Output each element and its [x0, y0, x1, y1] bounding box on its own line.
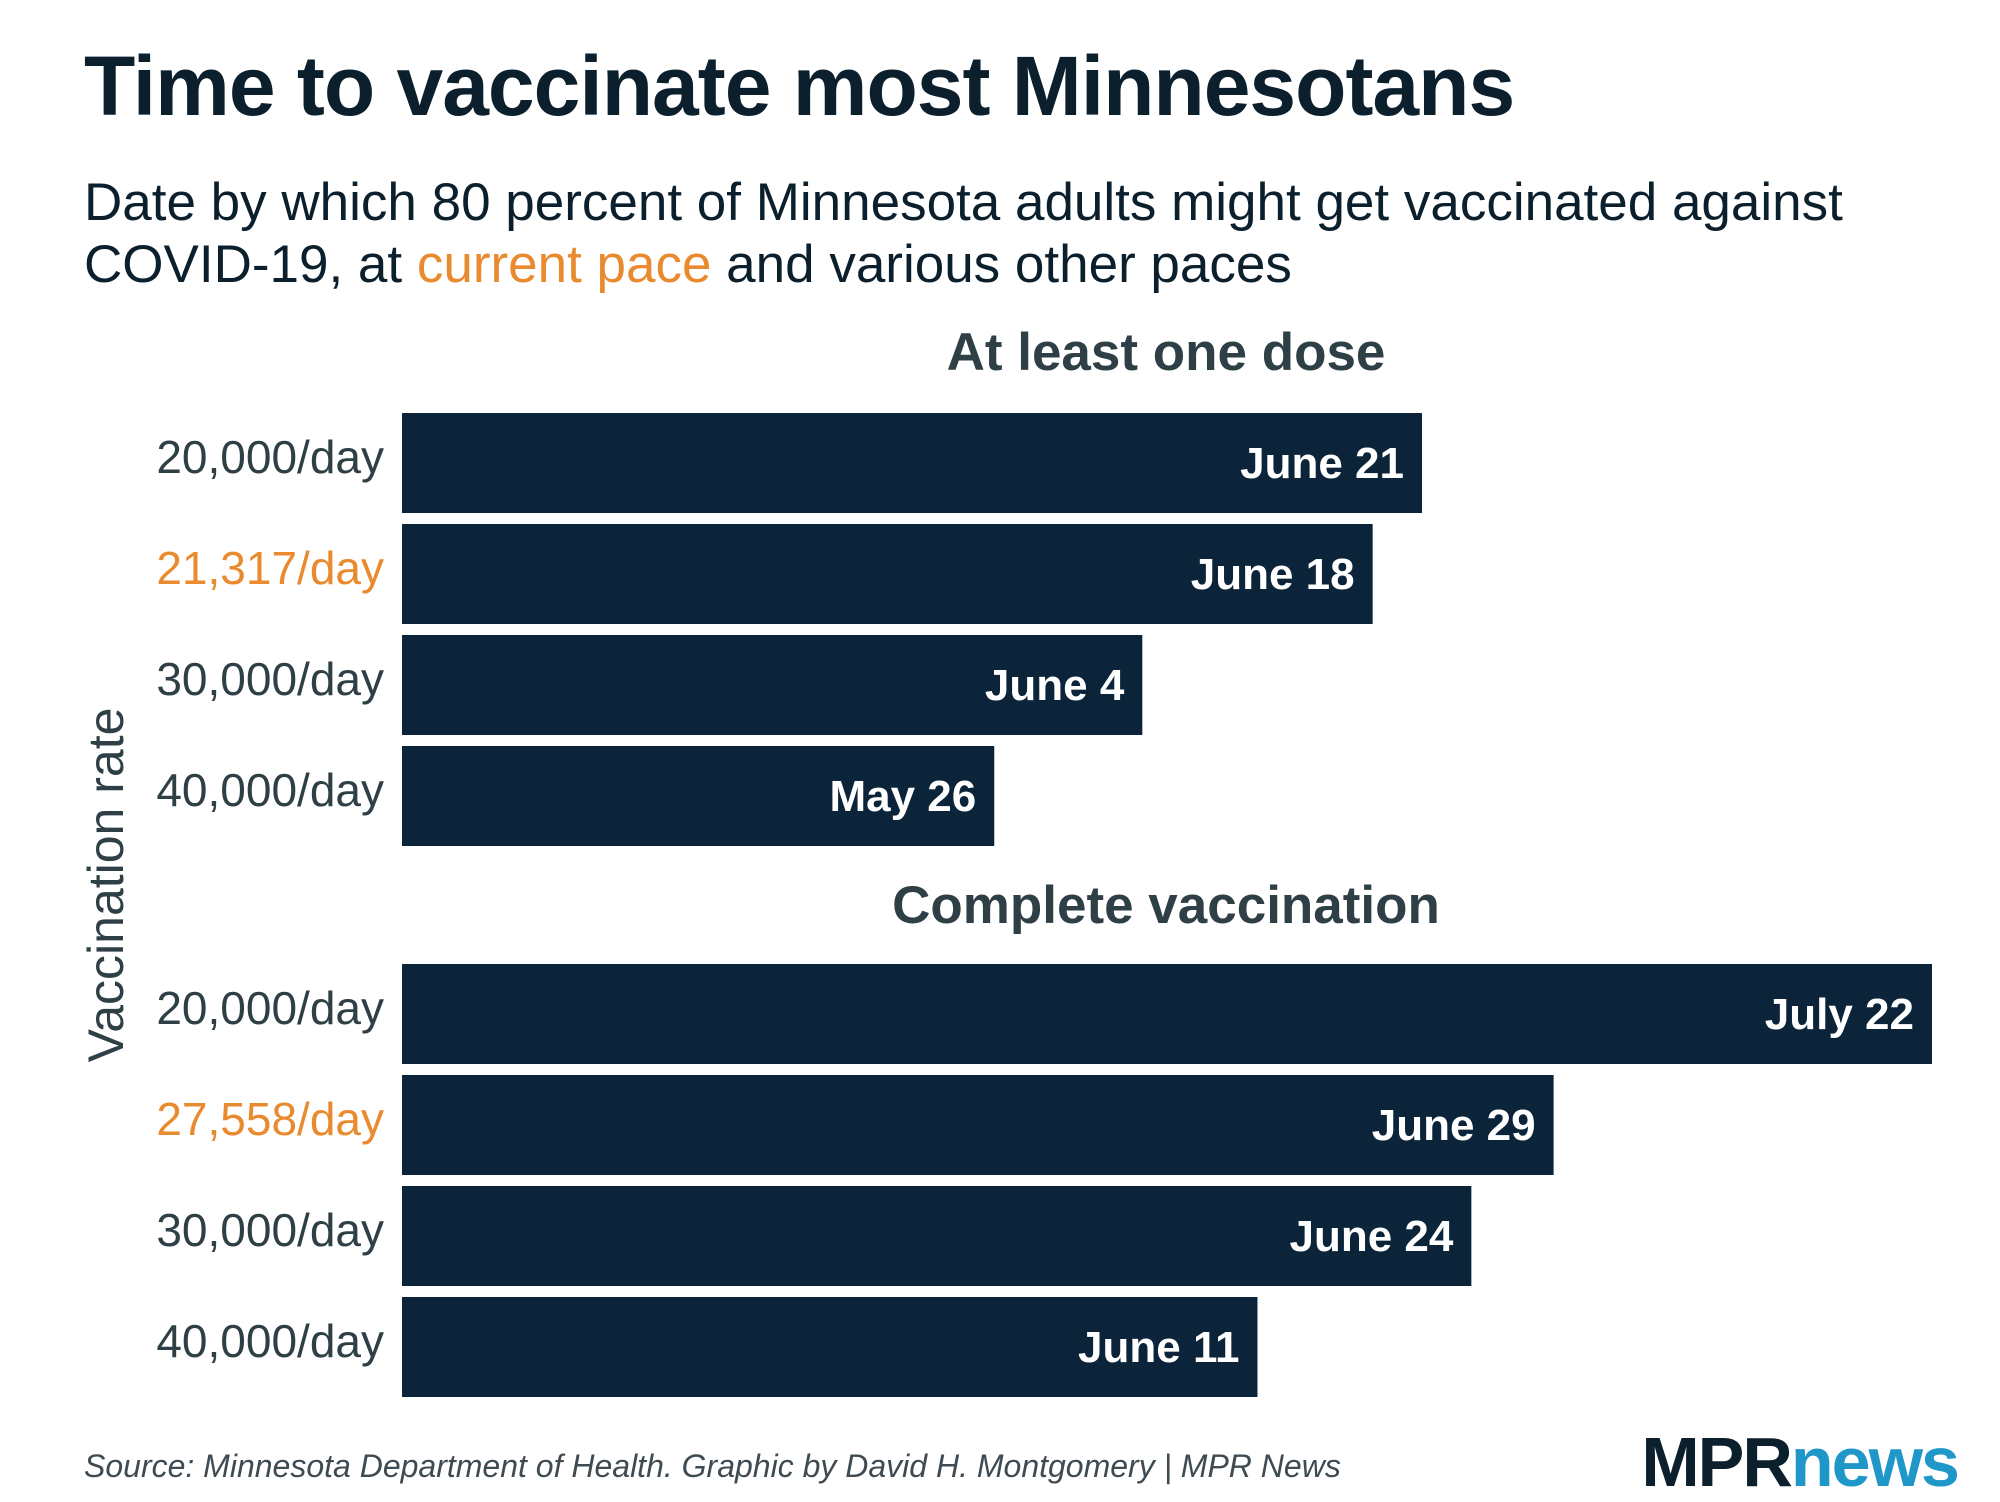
bar [402, 1297, 1258, 1397]
bar-value-label: June 21 [1240, 439, 1404, 488]
bar [402, 1186, 1472, 1286]
bar-value-label: June 18 [1191, 550, 1355, 599]
panel-1: July 22 20,000/day June 29 27,558/day June 2… [156, 964, 1932, 1397]
bar-value-label: June 4 [985, 661, 1125, 710]
category-label: 20,000/day [156, 431, 384, 483]
panel-title-one-dose: At least one dose [946, 323, 1386, 382]
bar [402, 1075, 1554, 1175]
panel-0: June 21 20,000/day June 18 21,317/day June 4… [156, 413, 1422, 846]
subtitle-highlight: current pace [416, 235, 712, 294]
category-label: 30,000/day [156, 653, 384, 705]
logo-news: news [1790, 1423, 1960, 1501]
category-label: 30,000/day [156, 1204, 384, 1256]
category-label: 40,000/day [156, 1315, 384, 1367]
bar-value-label: June 11 [1078, 1323, 1239, 1372]
bar-value-label: June 24 [1289, 1212, 1453, 1261]
bar-value-label: June 29 [1372, 1101, 1536, 1150]
source-note: Source: Minnesota Department of Health. … [84, 1448, 1341, 1484]
bar-value-label: July 22 [1765, 990, 1914, 1039]
category-label-current-pace: 21,317/day [156, 542, 384, 594]
subtitle-suffix: and various other paces [711, 235, 1292, 294]
logo-mpr: MPR [1641, 1423, 1793, 1501]
chart-title: Time to vaccinate most Minnesotans [84, 39, 1515, 133]
bar [402, 746, 995, 846]
panel-title-complete: Complete vaccination [892, 876, 1440, 935]
category-label-current-pace: 27,558/day [156, 1093, 384, 1145]
bar-value-label: May 26 [829, 772, 976, 821]
category-label: 40,000/day [156, 764, 384, 816]
bar [402, 413, 1422, 513]
subtitle-prefix: Date by which 80 percent of Minnesota ad… [84, 173, 1843, 294]
bar [402, 524, 1373, 624]
category-label: 20,000/day [156, 982, 384, 1034]
bar-chart: June 21 20,000/day June 18 21,317/day June 4… [156, 413, 1932, 1397]
bar [402, 635, 1143, 735]
mpr-news-logo: MPRnews [1641, 1422, 1960, 1502]
chart-subtitle: Date by which 80 percent of Minnesota ad… [84, 172, 1944, 296]
bar [402, 964, 1932, 1064]
